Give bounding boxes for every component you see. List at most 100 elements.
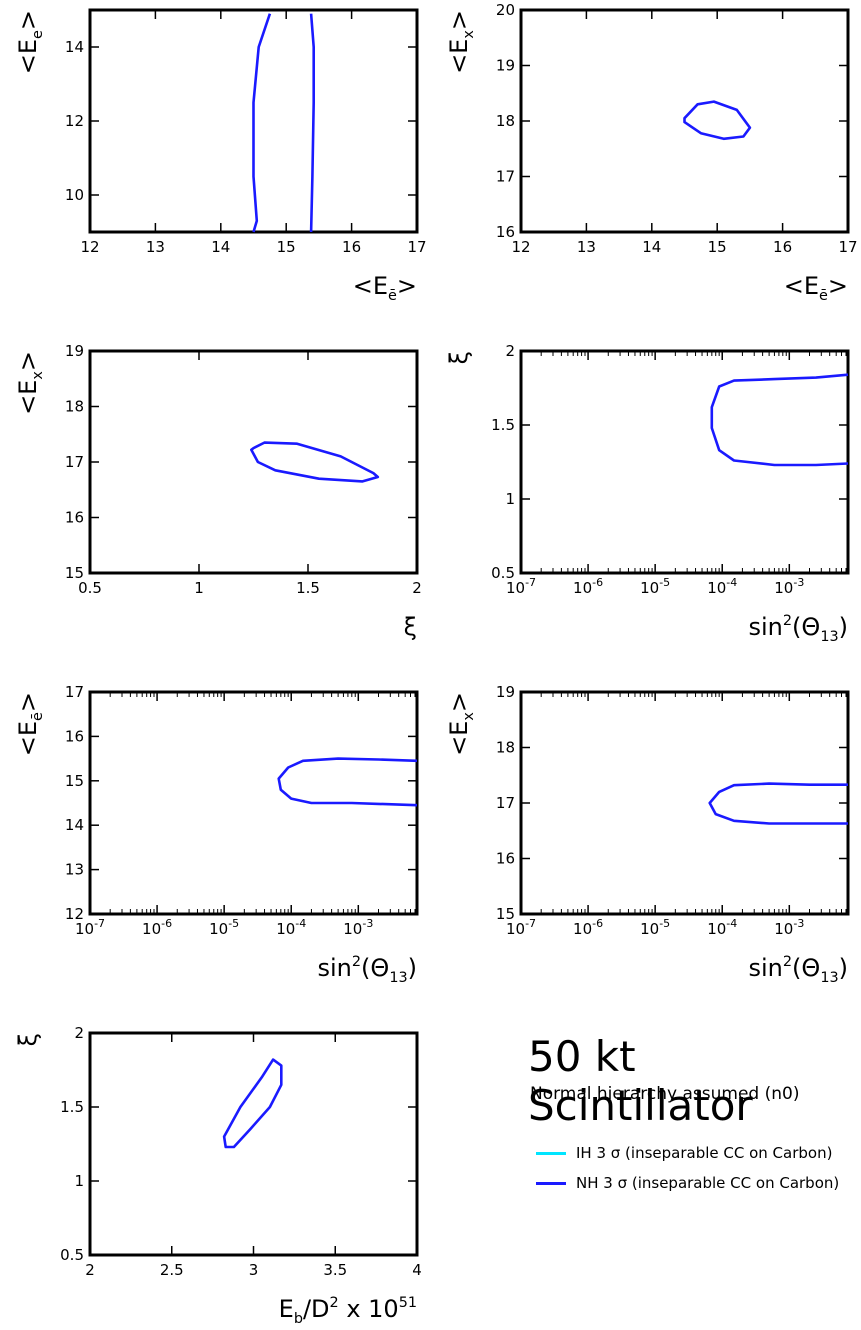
x-tick-label: 3.5 [323, 1261, 347, 1279]
x-tick-label: 10-5 [640, 576, 670, 597]
y-tick-label: 16 [496, 850, 515, 868]
x-tick-label: 14 [211, 238, 230, 256]
y-tick-label: 15 [65, 564, 84, 582]
y-tick-label: 19 [496, 57, 515, 75]
x-tick-label: 10-4 [707, 917, 737, 938]
y-tick-label: 16 [65, 509, 84, 527]
plot-frame [519, 690, 850, 916]
plot-frame [88, 349, 419, 575]
y-tick-label: 14 [65, 38, 84, 56]
y-tick-label: 19 [65, 342, 84, 360]
chart-panel-3: 0.5 1 1.5 2 15 16 17 18 19 ξ <Ex> [14, 342, 422, 641]
y-axis-label: <Ex> [445, 692, 477, 756]
x-tick-label: 4 [412, 1261, 422, 1279]
x-axis-label: ξ [404, 613, 417, 641]
x-tick-label: 16 [342, 238, 361, 256]
x-tick-label: 14 [642, 238, 661, 256]
y-tick-label: 14 [65, 816, 84, 834]
contour-nh-3sigma [222, 1058, 283, 1149]
x-tick-label: 3 [249, 1261, 259, 1279]
x-axis-label: sin2(Θ13) [749, 954, 849, 986]
y-tick-label: 17 [496, 794, 515, 812]
y-axis-label: <Ex> [445, 10, 477, 74]
y-axis-label: <Ee> [14, 10, 46, 74]
contour-nh-3sigma [277, 757, 418, 807]
x-tick-label: 2.5 [160, 1261, 184, 1279]
plot-frame [88, 1031, 419, 1257]
y-tick-label: 16 [65, 727, 84, 745]
y-axis-label: ξ [14, 1033, 42, 1046]
legend-label-ih: IH 3 σ (inseparable CC on Carbon) [576, 1144, 833, 1162]
x-axis-label: <Eē> [784, 272, 848, 304]
legend-label-nh: NH 3 σ (inseparable CC on Carbon) [576, 1174, 840, 1192]
x-tick-label: 10-4 [276, 917, 306, 938]
x-tick-label: 12 [80, 238, 99, 256]
plot-frame [88, 690, 419, 916]
y-tick-label: 15 [496, 905, 515, 923]
chart-panel-2: 12 13 14 15 16 17 16 17 18 19 20 <Eē> <Ex> [445, 1, 858, 304]
y-tick-label: 18 [65, 398, 84, 416]
y-tick-label: 1.5 [491, 416, 515, 434]
x-tick-label: 15 [708, 238, 727, 256]
x-tick-label: 2 [412, 579, 422, 597]
y-tick-label: 16 [496, 223, 515, 241]
y-tick-label: 12 [65, 905, 84, 923]
x-tick-label: 1 [194, 579, 204, 597]
x-tick-label: 13 [577, 238, 596, 256]
contour-nh-3sigma [252, 13, 272, 233]
x-tick-label: 13 [146, 238, 165, 256]
x-tick-label: 0.5 [78, 579, 102, 597]
chart-panel-1: 12 13 14 15 16 17 10 12 14 <Eē> <Ee> [14, 8, 427, 304]
y-tick-label: 10 [65, 186, 84, 204]
x-tick-label: 10-6 [142, 917, 172, 938]
x-tick-label: 10-5 [640, 917, 670, 938]
x-axis-label: <Eē> [353, 272, 417, 304]
x-tick-label: 10-6 [573, 917, 603, 938]
y-axis-label: <Eē> [14, 692, 46, 756]
y-tick-label: 19 [496, 683, 515, 701]
y-tick-label: 0.5 [60, 1246, 84, 1264]
x-tick-label: 10-3 [343, 917, 373, 938]
chart-panel-5: 10-7 10-6 10-5 10-4 10-3121314151617sin2(Θ13… [14, 683, 419, 986]
y-tick-label: 2 [74, 1024, 84, 1042]
y-tick-label: 1 [74, 1172, 84, 1190]
y-tick-label: 18 [496, 112, 515, 130]
chart-panel-6: 10-7 10-6 10-5 10-4 10-31516171819sin2(Θ13)<… [445, 683, 850, 986]
plot-frame [519, 349, 850, 575]
y-tick-label: 12 [65, 112, 84, 130]
y-tick-label: 1.5 [60, 1098, 84, 1116]
x-tick-label: 10-4 [707, 576, 737, 597]
contour-nh-3sigma [708, 782, 848, 825]
x-tick-label: 17 [407, 238, 426, 256]
x-tick-label: 15 [277, 238, 296, 256]
y-tick-label: 17 [65, 453, 84, 471]
x-axis-label: sin2(Θ13) [318, 954, 418, 986]
y-axis-label: <Ex> [14, 351, 46, 415]
y-tick-label: 18 [496, 739, 515, 757]
y-tick-label: 20 [496, 1, 515, 19]
x-tick-label: 10-5 [209, 917, 239, 938]
contour-nh-3sigma [710, 373, 849, 467]
x-tick-label: 10-3 [774, 576, 804, 597]
contour-nh-3sigma [250, 441, 380, 483]
contour-nh-3sigma [309, 13, 315, 233]
y-tick-label: 1 [505, 490, 515, 508]
chart-panel-7: 2 2.5 3 3.5 4 0.5 1 1.5 2 Eb/D2 x 1051 ξ [14, 1024, 422, 1327]
y-axis-label: ξ [445, 351, 473, 364]
legend-swatch-ih [536, 1152, 566, 1155]
x-tick-label: 16 [773, 238, 792, 256]
x-tick-label: 10-3 [774, 917, 804, 938]
x-tick-label: 12 [511, 238, 530, 256]
y-tick-label: 13 [65, 861, 84, 879]
x-tick-label: 10-6 [573, 576, 603, 597]
x-tick-label: 17 [838, 238, 857, 256]
y-tick-label: 15 [65, 772, 84, 790]
x-axis-label: sin2(Θ13) [749, 613, 849, 645]
annotation-title: 50 kt Scintillator [528, 1032, 753, 1130]
y-tick-label: 0.5 [491, 564, 515, 582]
y-tick-label: 17 [496, 168, 515, 186]
y-tick-label: 17 [65, 683, 84, 701]
contour-nh-3sigma [683, 100, 752, 141]
